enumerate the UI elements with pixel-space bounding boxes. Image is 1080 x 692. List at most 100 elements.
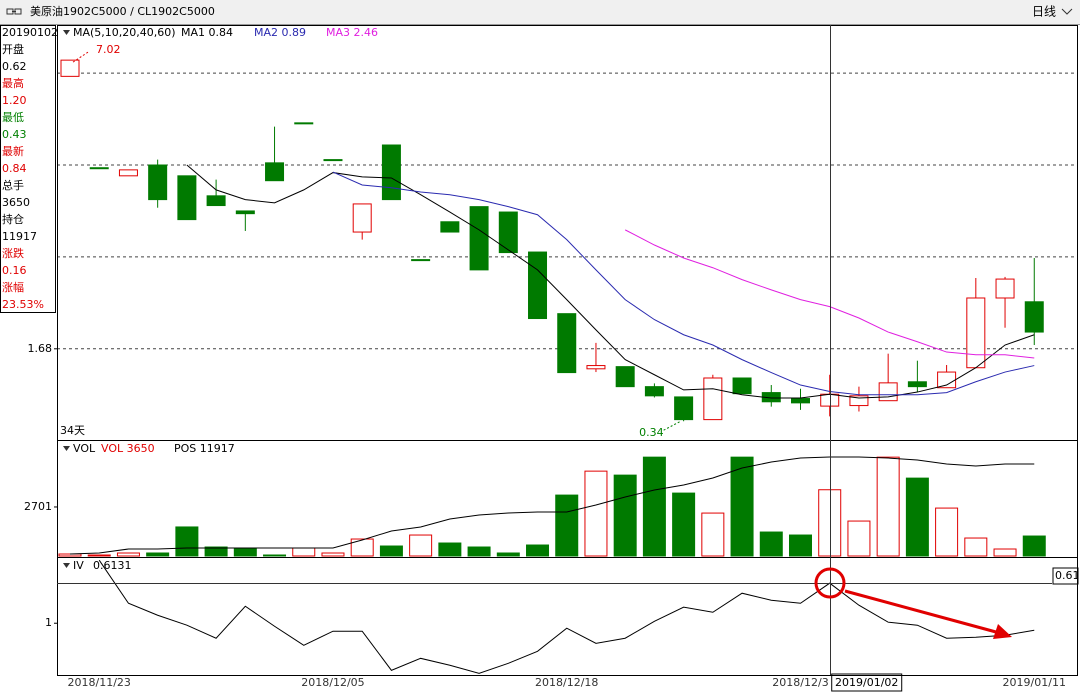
volume-bar [175, 526, 199, 557]
info-value: 0.16 [2, 264, 27, 277]
volume-bar [379, 545, 403, 557]
candle-body [265, 162, 285, 182]
info-label: 涨幅 [2, 281, 24, 294]
legend-value: 0.89 [282, 26, 307, 39]
y-tick-label: 2701 [24, 500, 52, 513]
trend-arrow-head [993, 624, 1012, 639]
panel-title: IV [73, 559, 84, 572]
candle-body [60, 59, 80, 77]
panel-title: MA(5,10,20,40,60) [73, 26, 176, 39]
candle-body [703, 377, 723, 421]
candle-body [1024, 301, 1044, 333]
info-value: 3650 [2, 196, 30, 209]
candle-body [995, 278, 1015, 299]
volume-bar [204, 546, 228, 557]
candle-body [615, 366, 635, 388]
volume-bar [847, 520, 871, 557]
candle-body [820, 393, 840, 407]
volume-bar [350, 538, 374, 557]
candle-body [352, 203, 372, 233]
candle-body [966, 297, 986, 369]
volume-bar [263, 554, 287, 557]
volume-bar [964, 537, 988, 557]
plot-area: 1.68 7.02 0.34 34天 MA(5,10,20,40,60) MA1 0.84… [24, 26, 1080, 692]
info-label: 总手 [2, 178, 24, 192]
iv-line [98, 559, 1035, 674]
candle-body [411, 259, 431, 262]
volume-bar [58, 553, 82, 557]
candle-body [732, 377, 752, 395]
volume-bar [526, 544, 550, 557]
cursor-date: 2019/01/02 [835, 676, 898, 689]
candle-body [148, 164, 168, 201]
legend-name: MA3 [326, 26, 350, 39]
volume-bar [818, 489, 842, 557]
volume-bar [409, 534, 433, 557]
volume-bar [87, 554, 111, 557]
info-value: 1.20 [2, 94, 27, 107]
volume-bar [876, 456, 900, 557]
candle-body [440, 221, 460, 233]
period-dropdown[interactable] [1061, 8, 1073, 15]
volume-bar [438, 542, 462, 557]
x-tick-label: 2018/12/05 [301, 676, 364, 689]
candle-body [469, 206, 489, 271]
candle-body [498, 211, 518, 254]
volume-bar [233, 547, 257, 557]
plot-frame [57, 25, 1078, 676]
volume-bar [730, 456, 754, 557]
info-label: 涨跌 [2, 246, 24, 260]
legend-entry: MA2 0.89 [254, 26, 306, 39]
candle-body [644, 386, 664, 397]
volume-bar [496, 552, 520, 557]
toolbar [0, 0, 1080, 24]
info-value: 0.43 [2, 128, 27, 141]
info-panel: 20190102 开盘 0.62 最高 1.20 最低 0.43 最新 0.84 总手 3650 持… [0, 25, 58, 313]
candle-body [878, 382, 898, 402]
ma-line [332, 171, 1035, 396]
y-tick-label: 1 [45, 616, 52, 629]
candle-body [206, 195, 226, 207]
x-tick-label: 2019/01/11 [1003, 676, 1066, 689]
info-label: 最新 [2, 144, 24, 158]
trend-arrow [844, 589, 997, 634]
info-panel-frame [0, 25, 56, 313]
legend-entry: MA1 0.84 [181, 26, 233, 39]
pos-line [69, 456, 1035, 555]
x-tick-label: 2018/12/3 [772, 676, 828, 689]
volume-bar [1022, 535, 1046, 557]
volume-bar [935, 507, 959, 557]
candle-body [557, 313, 577, 374]
legend-value: 11917 [200, 442, 235, 455]
candle-body [323, 159, 343, 162]
volume-bar [292, 547, 316, 557]
volume-bar [116, 552, 140, 557]
candle-body [118, 169, 138, 177]
volume-bar [701, 512, 725, 557]
candle-body [235, 210, 255, 215]
period-selector[interactable]: 日线 [1032, 5, 1056, 19]
high-pointer [72, 51, 89, 63]
panel-menu-icon [63, 563, 70, 568]
candle-body [907, 381, 927, 388]
info-label: 最低 [2, 111, 24, 124]
cursor-value: 0.61 [1055, 569, 1080, 582]
info-label: 最高 [2, 76, 24, 90]
legend-value: 2.46 [354, 26, 379, 39]
candle-body [294, 122, 314, 125]
volume-bar [584, 470, 608, 557]
volume-bar [993, 548, 1017, 557]
cursor-date-box [831, 673, 903, 692]
legend-name: POS [174, 442, 196, 455]
legend-value: 0.6131 [93, 559, 132, 572]
legend-entry: POS 11917 [174, 442, 235, 455]
volume-bar [789, 534, 812, 557]
panel-menu-icon [63, 30, 70, 35]
legend-entry: VOL 3650 [101, 442, 155, 455]
candle-body [791, 398, 810, 404]
x-tick-label: 2018/11/23 [68, 676, 131, 689]
volume-bar [555, 494, 579, 557]
